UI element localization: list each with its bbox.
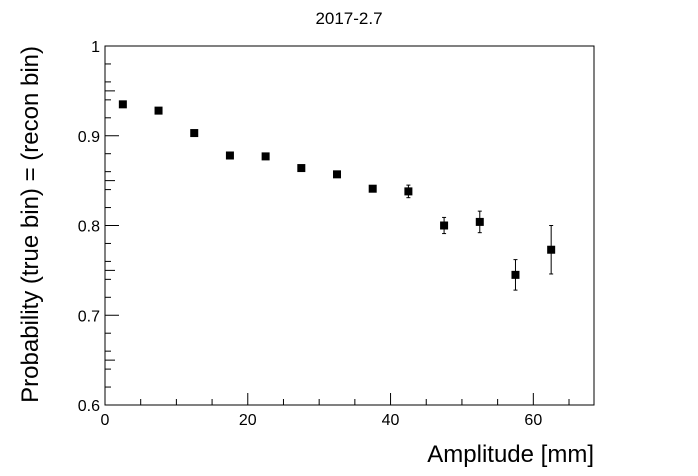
data-point: [297, 164, 306, 173]
x-tick-label: 0: [101, 412, 110, 429]
y-tick-label: 1: [91, 39, 100, 56]
point-marker: [440, 221, 449, 230]
x-tick-label: 40: [382, 412, 400, 429]
y-tick-label: 0.9: [78, 129, 100, 146]
data-point: [225, 151, 234, 160]
y-tick-label: 0.7: [78, 308, 100, 325]
plot-frame: [104, 45, 595, 406]
chart-title: 2017-2.7: [315, 9, 382, 28]
point-marker: [261, 152, 270, 161]
data-point: [333, 170, 342, 179]
x-tick-label: 60: [524, 412, 542, 429]
x-axis-title: Amplitude [mm]: [427, 441, 594, 468]
y-tick-label: 0.6: [78, 398, 100, 415]
data-point: [440, 216, 449, 235]
data-point: [118, 100, 127, 109]
point-marker: [404, 187, 413, 196]
point-marker: [297, 164, 306, 173]
data-point: [404, 184, 413, 199]
data-point: [190, 129, 199, 138]
point-marker: [475, 217, 484, 226]
point-marker: [225, 151, 234, 160]
data-point: [261, 152, 270, 161]
data-point: [154, 106, 163, 115]
point-marker: [190, 129, 199, 138]
point-marker: [118, 100, 127, 109]
y-axis-ticks: 0.6 0.7 0.8 0.9 1: [78, 39, 119, 415]
data-point: [368, 184, 377, 193]
data-point: [547, 225, 556, 275]
data-point: [511, 259, 520, 291]
point-marker: [547, 245, 556, 254]
x-axis-ticks: 0 20 40 60: [101, 393, 570, 429]
y-axis-title: Probability (true bin) = (recon bin): [17, 46, 44, 403]
point-marker: [154, 106, 163, 115]
data-point: [475, 210, 484, 234]
x-tick-label: 20: [239, 412, 257, 429]
y-tick-label: 0.8: [78, 219, 100, 236]
point-marker: [333, 170, 342, 179]
point-marker: [511, 270, 520, 279]
data-points: [118, 100, 556, 291]
point-marker: [368, 184, 377, 193]
